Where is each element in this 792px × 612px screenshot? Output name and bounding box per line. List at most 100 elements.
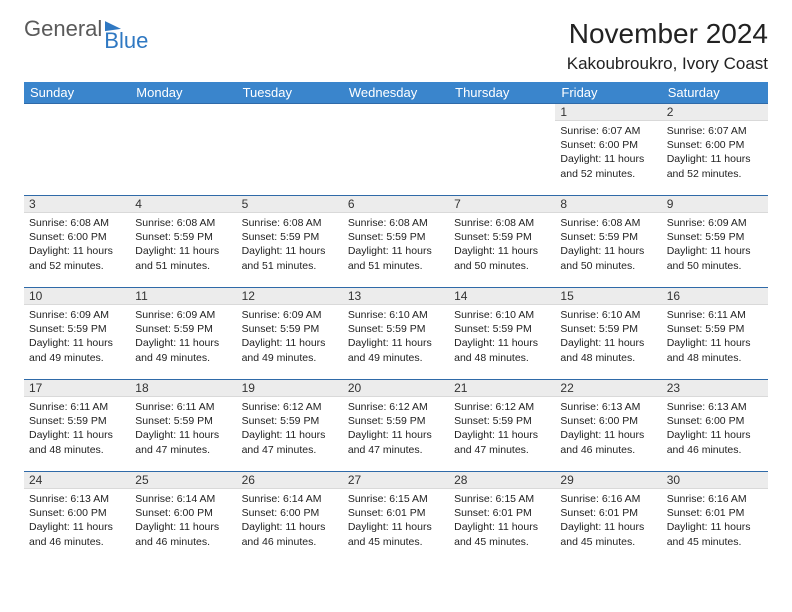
sunrise-text: Sunrise: 6:11 AM (29, 400, 125, 414)
day-number: 12 (237, 288, 343, 305)
day-body: Sunrise: 6:10 AMSunset: 5:59 PMDaylight:… (449, 305, 555, 369)
calendar-cell: 19Sunrise: 6:12 AMSunset: 5:59 PMDayligh… (237, 380, 343, 472)
calendar-cell: 12Sunrise: 6:09 AMSunset: 5:59 PMDayligh… (237, 288, 343, 380)
calendar-cell: 25Sunrise: 6:14 AMSunset: 6:00 PMDayligh… (130, 472, 236, 564)
day-body: Sunrise: 6:12 AMSunset: 5:59 PMDaylight:… (343, 397, 449, 461)
calendar-row: 24Sunrise: 6:13 AMSunset: 6:00 PMDayligh… (24, 472, 768, 564)
sunrise-text: Sunrise: 6:12 AM (454, 400, 550, 414)
sunrise-text: Sunrise: 6:12 AM (242, 400, 338, 414)
day-number: 20 (343, 380, 449, 397)
sunset-text: Sunset: 6:01 PM (348, 506, 444, 520)
sunset-text: Sunset: 5:59 PM (29, 414, 125, 428)
sunset-text: Sunset: 5:59 PM (135, 230, 231, 244)
day-body: Sunrise: 6:08 AMSunset: 5:59 PMDaylight:… (343, 213, 449, 277)
day-body: Sunrise: 6:09 AMSunset: 5:59 PMDaylight:… (130, 305, 236, 369)
daylight-line2: and 46 minutes. (560, 443, 656, 457)
daylight-line1: Daylight: 11 hours (29, 520, 125, 534)
sunset-text: Sunset: 5:59 PM (560, 322, 656, 336)
logo-right: Blue (104, 18, 148, 52)
sunset-text: Sunset: 6:00 PM (242, 506, 338, 520)
day-number: 6 (343, 196, 449, 213)
sunset-text: Sunset: 6:00 PM (135, 506, 231, 520)
daylight-line1: Daylight: 11 hours (242, 336, 338, 350)
day-body: Sunrise: 6:11 AMSunset: 5:59 PMDaylight:… (24, 397, 130, 461)
day-number: 10 (24, 288, 130, 305)
calendar-cell (449, 104, 555, 196)
sunrise-text: Sunrise: 6:07 AM (560, 124, 656, 138)
page-title: November 2024 (567, 18, 768, 50)
daylight-line2: and 48 minutes. (454, 351, 550, 365)
daylight-line1: Daylight: 11 hours (29, 336, 125, 350)
day-body: Sunrise: 6:07 AMSunset: 6:00 PMDaylight:… (662, 121, 768, 185)
daylight-line1: Daylight: 11 hours (135, 336, 231, 350)
day-number: 3 (24, 196, 130, 213)
daylight-line2: and 46 minutes. (667, 443, 763, 457)
daylight-line2: and 51 minutes. (135, 259, 231, 273)
sunset-text: Sunset: 5:59 PM (135, 322, 231, 336)
daylight-line2: and 47 minutes. (135, 443, 231, 457)
logo: General Blue (24, 18, 148, 52)
daylight-line1: Daylight: 11 hours (454, 244, 550, 258)
daylight-line1: Daylight: 11 hours (348, 520, 444, 534)
calendar-row: 10Sunrise: 6:09 AMSunset: 5:59 PMDayligh… (24, 288, 768, 380)
day-body: Sunrise: 6:11 AMSunset: 5:59 PMDaylight:… (130, 397, 236, 461)
sunrise-text: Sunrise: 6:09 AM (242, 308, 338, 322)
sunset-text: Sunset: 6:01 PM (667, 506, 763, 520)
daylight-line2: and 52 minutes. (667, 167, 763, 181)
day-number: 17 (24, 380, 130, 397)
calendar-cell: 17Sunrise: 6:11 AMSunset: 5:59 PMDayligh… (24, 380, 130, 472)
daylight-line2: and 49 minutes. (29, 351, 125, 365)
daylight-line1: Daylight: 11 hours (454, 428, 550, 442)
daylight-line2: and 50 minutes. (560, 259, 656, 273)
sunset-text: Sunset: 6:00 PM (667, 138, 763, 152)
sunrise-text: Sunrise: 6:10 AM (348, 308, 444, 322)
daylight-line1: Daylight: 11 hours (667, 244, 763, 258)
calendar-cell: 4Sunrise: 6:08 AMSunset: 5:59 PMDaylight… (130, 196, 236, 288)
daylight-line1: Daylight: 11 hours (667, 520, 763, 534)
day-number: 23 (662, 380, 768, 397)
calendar-cell: 11Sunrise: 6:09 AMSunset: 5:59 PMDayligh… (130, 288, 236, 380)
sunrise-text: Sunrise: 6:14 AM (242, 492, 338, 506)
sunset-text: Sunset: 5:59 PM (242, 322, 338, 336)
calendar-cell: 22Sunrise: 6:13 AMSunset: 6:00 PMDayligh… (555, 380, 661, 472)
calendar-cell: 21Sunrise: 6:12 AMSunset: 5:59 PMDayligh… (449, 380, 555, 472)
daylight-line2: and 46 minutes. (29, 535, 125, 549)
sunrise-text: Sunrise: 6:13 AM (560, 400, 656, 414)
day-number: 28 (449, 472, 555, 489)
sunrise-text: Sunrise: 6:07 AM (667, 124, 763, 138)
day-number: 16 (662, 288, 768, 305)
col-saturday: Saturday (662, 82, 768, 104)
daylight-line1: Daylight: 11 hours (242, 520, 338, 534)
calendar-cell: 15Sunrise: 6:10 AMSunset: 5:59 PMDayligh… (555, 288, 661, 380)
day-number: 11 (130, 288, 236, 305)
daylight-line2: and 45 minutes. (348, 535, 444, 549)
sunset-text: Sunset: 5:59 PM (454, 230, 550, 244)
daylight-line1: Daylight: 11 hours (135, 520, 231, 534)
sunrise-text: Sunrise: 6:12 AM (348, 400, 444, 414)
calendar-cell: 28Sunrise: 6:15 AMSunset: 6:01 PMDayligh… (449, 472, 555, 564)
day-body: Sunrise: 6:14 AMSunset: 6:00 PMDaylight:… (237, 489, 343, 553)
day-body: Sunrise: 6:10 AMSunset: 5:59 PMDaylight:… (555, 305, 661, 369)
daylight-line2: and 52 minutes. (29, 259, 125, 273)
day-body: Sunrise: 6:09 AMSunset: 5:59 PMDaylight:… (237, 305, 343, 369)
col-sunday: Sunday (24, 82, 130, 104)
day-body: Sunrise: 6:07 AMSunset: 6:00 PMDaylight:… (555, 121, 661, 185)
day-body: Sunrise: 6:09 AMSunset: 5:59 PMDaylight:… (662, 213, 768, 277)
sunset-text: Sunset: 5:59 PM (667, 322, 763, 336)
daylight-line1: Daylight: 11 hours (135, 428, 231, 442)
calendar-cell: 29Sunrise: 6:16 AMSunset: 6:01 PMDayligh… (555, 472, 661, 564)
day-body: Sunrise: 6:13 AMSunset: 6:00 PMDaylight:… (662, 397, 768, 461)
sunrise-text: Sunrise: 6:16 AM (560, 492, 656, 506)
day-number: 5 (237, 196, 343, 213)
day-body: Sunrise: 6:13 AMSunset: 6:00 PMDaylight:… (24, 489, 130, 553)
day-number: 21 (449, 380, 555, 397)
calendar-cell: 26Sunrise: 6:14 AMSunset: 6:00 PMDayligh… (237, 472, 343, 564)
calendar-cell: 5Sunrise: 6:08 AMSunset: 5:59 PMDaylight… (237, 196, 343, 288)
calendar-head: Sunday Monday Tuesday Wednesday Thursday… (24, 82, 768, 104)
sunset-text: Sunset: 5:59 PM (242, 230, 338, 244)
daylight-line1: Daylight: 11 hours (348, 244, 444, 258)
logo-word2: Blue (104, 30, 148, 52)
calendar-row: 3Sunrise: 6:08 AMSunset: 6:00 PMDaylight… (24, 196, 768, 288)
day-body: Sunrise: 6:15 AMSunset: 6:01 PMDaylight:… (343, 489, 449, 553)
day-number: 7 (449, 196, 555, 213)
